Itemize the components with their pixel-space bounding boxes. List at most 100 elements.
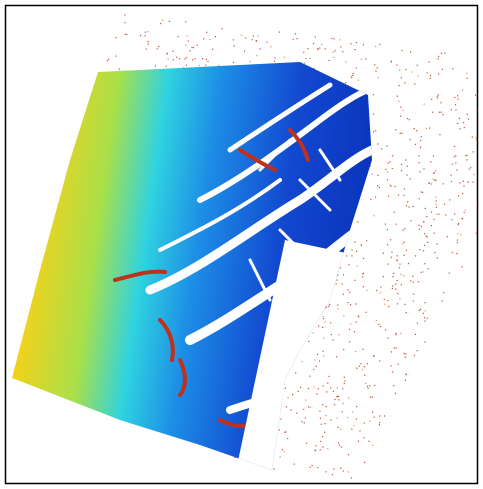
speckle-dot [279, 429, 280, 430]
speckle-dot [355, 303, 356, 304]
speckle-dot [423, 313, 424, 314]
speckle-dot [348, 397, 349, 398]
speckle-dot [392, 371, 393, 372]
speckle-dot [331, 38, 332, 39]
speckle-dot [415, 255, 416, 256]
speckle-dot [443, 292, 444, 293]
speckle-dot [434, 252, 435, 253]
speckle-dot [365, 58, 366, 59]
speckle-dot [438, 214, 439, 215]
speckle-dot [375, 46, 376, 47]
speckle-dot [157, 48, 158, 49]
speckle-dot [423, 271, 424, 272]
speckle-dot [413, 206, 414, 207]
speckle-dot [324, 322, 325, 323]
speckle-dot [431, 212, 432, 213]
speckle-dot [475, 95, 476, 96]
speckle-dot [316, 366, 317, 367]
speckle-dot [328, 376, 329, 377]
speckle-dot [317, 49, 318, 50]
speckle-dot [451, 219, 452, 220]
speckle-dot [434, 219, 435, 220]
speckle-dot [434, 180, 435, 181]
speckle-dot [323, 338, 324, 339]
speckle-dot [457, 233, 458, 234]
speckle-dot [338, 396, 339, 397]
speckle-dot [337, 308, 338, 309]
speckle-dot [356, 406, 357, 407]
speckle-dot [326, 391, 327, 392]
speckle-dot [395, 393, 396, 394]
speckle-dot [317, 467, 318, 468]
speckle-dot [422, 192, 423, 193]
speckle-dot [337, 427, 338, 428]
speckle-dot [373, 215, 374, 216]
speckle-dot [392, 155, 393, 156]
speckle-dot [343, 315, 344, 316]
speckle-dot [379, 44, 380, 45]
speckle-dot [336, 356, 337, 357]
speckle-dot [297, 38, 298, 39]
speckle-dot [107, 60, 108, 61]
speckle-dot [438, 58, 439, 59]
speckle-dot [443, 183, 444, 184]
speckle-dot [467, 78, 468, 79]
speckle-dot [318, 325, 319, 326]
speckle-dot [404, 82, 405, 83]
speckle-dot [352, 411, 353, 412]
speckle-dot [285, 431, 286, 432]
speckle-dot [405, 69, 406, 70]
speckle-dot [337, 304, 338, 305]
speckle-dot [428, 183, 429, 184]
speckle-dot [432, 112, 433, 113]
speckle-dot [373, 355, 374, 356]
speckle-dot [185, 45, 186, 46]
speckle-dot [199, 65, 200, 66]
speckle-dot [369, 385, 370, 386]
speckle-dot [443, 114, 444, 115]
speckle-dot [433, 173, 434, 174]
speckle-dot [322, 404, 323, 405]
speckle-dot [387, 172, 388, 173]
speckle-dot [433, 155, 434, 156]
speckle-dot [325, 415, 326, 416]
speckle-dot [407, 166, 408, 167]
speckle-dot [319, 48, 320, 49]
speckle-dot [215, 36, 216, 37]
speckle-dot [370, 199, 371, 200]
speckle-dot [145, 32, 146, 33]
speckle-dot [331, 334, 332, 335]
speckle-dot [397, 280, 398, 281]
speckle-dot [186, 57, 187, 58]
speckle-dot [315, 36, 316, 37]
speckle-dot [442, 300, 443, 301]
speckle-dot [364, 462, 365, 463]
speckle-dot [436, 204, 437, 205]
speckle-dot [407, 118, 408, 119]
speckle-dot [330, 322, 331, 323]
speckle-dot [172, 51, 173, 52]
speckle-dot [343, 349, 344, 350]
speckle-dot [429, 128, 430, 129]
speckle-dot [340, 267, 341, 268]
speckle-dot [270, 46, 271, 47]
speckle-dot [155, 65, 156, 66]
speckle-dot [362, 369, 363, 370]
speckle-dot [125, 34, 126, 35]
speckle-dot [469, 169, 470, 170]
speckle-dot [304, 63, 305, 64]
speckle-dot [403, 275, 404, 276]
speckle-dot [206, 59, 207, 60]
speckle-dot [462, 90, 463, 91]
speckle-dot [321, 424, 322, 425]
speckle-dot [304, 422, 305, 423]
speckle-dot [166, 53, 167, 54]
speckle-dot [452, 68, 453, 69]
speckle-dot [395, 129, 396, 130]
speckle-dot [436, 200, 437, 201]
speckle-dot [402, 50, 403, 51]
speckle-dot [348, 454, 349, 455]
speckle-dot [364, 366, 365, 367]
speckle-dot [348, 471, 349, 472]
speckle-dot [185, 21, 186, 22]
